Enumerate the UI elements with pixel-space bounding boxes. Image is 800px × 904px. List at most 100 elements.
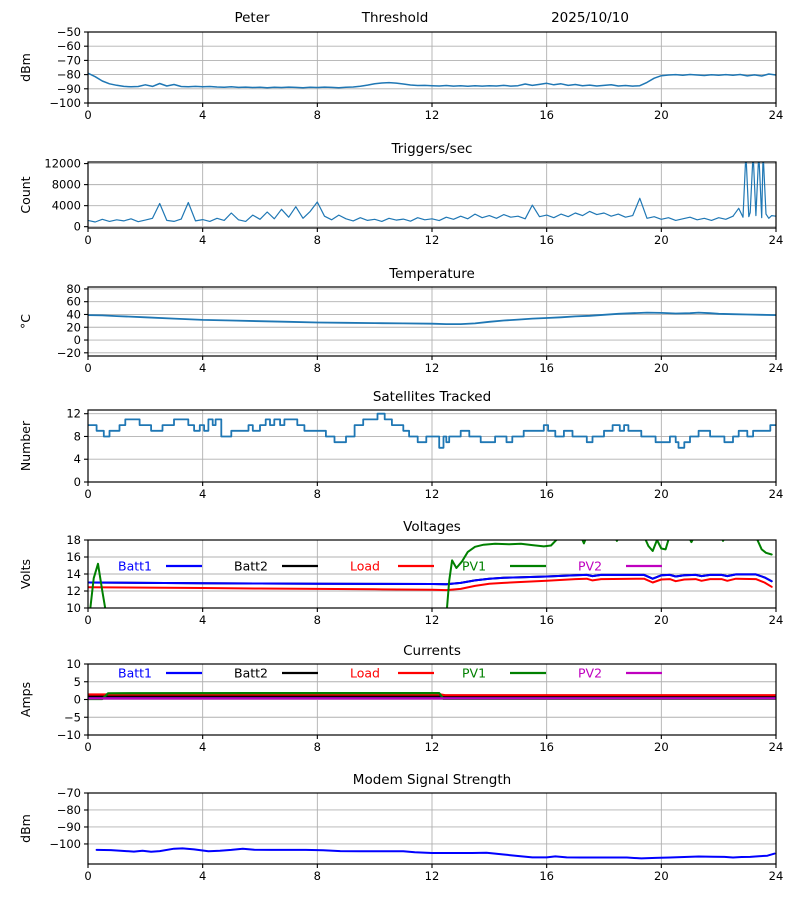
panel-title: Satellites Tracked <box>373 389 491 405</box>
panel-title: Voltages <box>403 519 461 535</box>
x-tick-label: 16 <box>539 108 554 122</box>
x-tick-label: 0 <box>84 487 91 501</box>
x-tick-label: 12 <box>425 740 440 754</box>
legend-label-PV2: PV2 <box>578 666 602 681</box>
x-tick-label: 4 <box>199 740 206 754</box>
panel-title-part: 2025/10/10 <box>551 10 629 26</box>
x-tick-label: 16 <box>539 361 554 375</box>
y-tick-label: 14 <box>66 567 81 581</box>
x-tick-label: 16 <box>539 613 554 627</box>
panel-title: Temperature <box>388 266 475 282</box>
y-axis-label: dBm <box>18 53 33 82</box>
panel-6: 0 4 8 12 16 20 24 −100 −90 −80 −70 dBm Modem Signal … <box>18 772 783 883</box>
y-tick-label: 10 <box>66 657 81 671</box>
x-tick-label: 20 <box>654 740 669 754</box>
panel-0: 0 4 8 12 16 20 24 −100−90−80−70−60−50 dBm Peter Th… <box>18 10 783 122</box>
x-tick-label: 16 <box>539 740 554 754</box>
x-tick-label: 4 <box>199 233 206 247</box>
x-tick-label: 24 <box>769 613 784 627</box>
y-tick-label: −50 <box>57 25 81 39</box>
panel-title: Currents <box>403 643 461 659</box>
y-axis-label: Count <box>18 176 33 213</box>
panel-title-part: Peter <box>234 10 270 26</box>
y-tick-label: −90 <box>57 82 81 96</box>
x-tick-label: 4 <box>199 613 206 627</box>
x-tick-label: 12 <box>425 108 440 122</box>
panel-title: Modem Signal Strength <box>353 772 511 788</box>
y-tick-label: −70 <box>57 786 81 800</box>
y-tick-label: 5 <box>74 675 81 689</box>
y-tick-label: −5 <box>64 710 81 724</box>
y-axis-label: Amps <box>18 682 33 717</box>
x-tick-label: 24 <box>769 487 784 501</box>
y-tick-label: −70 <box>57 53 81 67</box>
x-tick-label: 12 <box>425 361 440 375</box>
x-tick-label: 24 <box>769 361 784 375</box>
x-tick-label: 0 <box>84 740 91 754</box>
y-tick-label: 0 <box>74 475 81 489</box>
y-tick-label: 20 <box>66 320 81 334</box>
series-triggers-tail-line <box>732 162 776 219</box>
x-tick-label: 20 <box>654 233 669 247</box>
x-tick-label: 16 <box>539 233 554 247</box>
series-modem-rssi-line <box>95 847 776 860</box>
x-tick-label: 8 <box>314 361 321 375</box>
y-tick-label: −10 <box>57 728 81 742</box>
panel-title: Triggers/sec <box>391 141 473 157</box>
y-axis-label: Number <box>18 420 33 471</box>
y-tick-label: −90 <box>57 820 81 834</box>
y-tick-label: 8000 <box>52 178 81 192</box>
y-tick-label: 4 <box>74 452 81 466</box>
legend-label-Load: Load <box>350 666 380 681</box>
panel-4: 0 4 8 12 16 20 24 10 12 14 16 18 Volts Voltages Batt1 B… <box>18 519 784 627</box>
x-tick-label: 0 <box>84 869 91 883</box>
y-tick-label: −100 <box>49 837 81 851</box>
series-Load-line <box>88 577 773 592</box>
x-tick-label: 12 <box>425 233 440 247</box>
y-tick-label: 0 <box>74 333 81 347</box>
series-satellites-line <box>88 412 776 449</box>
x-tick-label: 0 <box>84 361 91 375</box>
x-tick-label: 4 <box>199 361 206 375</box>
legend-label-Batt2: Batt2 <box>234 666 268 681</box>
x-tick-label: 20 <box>654 613 669 627</box>
series-Batt1-line <box>88 573 773 586</box>
y-tick-label: 80 <box>66 282 81 296</box>
x-tick-label: 20 <box>654 487 669 501</box>
y-tick-label: 18 <box>66 533 81 547</box>
y-tick-label: 16 <box>66 550 81 564</box>
panel-title-part: Threshold <box>361 10 429 26</box>
legend-label-Batt1: Batt1 <box>118 559 152 574</box>
y-tick-label: −20 <box>57 346 81 360</box>
y-tick-label: 12000 <box>44 157 81 171</box>
y-tick-label: −80 <box>57 68 81 82</box>
x-tick-label: 4 <box>199 108 206 122</box>
legend-label-Load: Load <box>350 559 380 574</box>
y-tick-label: −60 <box>57 39 81 53</box>
x-tick-label: 20 <box>654 361 669 375</box>
x-tick-label: 24 <box>769 233 784 247</box>
y-axis-label: dBm <box>18 814 33 843</box>
x-tick-label: 8 <box>314 613 321 627</box>
x-tick-label: 12 <box>425 613 440 627</box>
y-tick-label: 40 <box>66 307 81 321</box>
panel-5: 0 4 8 12 16 20 24 −10 −5 0 5 10 Amps Currents Batt1 Bat… <box>18 643 783 754</box>
legend-label-Batt2: Batt2 <box>234 559 268 574</box>
series-triggers-line <box>88 197 734 223</box>
legend-label-Batt1: Batt1 <box>118 666 152 681</box>
y-tick-label: 12 <box>66 584 81 598</box>
x-tick-label: 8 <box>314 740 321 754</box>
y-tick-label: 4000 <box>52 199 81 213</box>
y-tick-label: −100 <box>49 96 81 110</box>
y-tick-label: 60 <box>66 295 81 309</box>
series-rf-level-line <box>88 72 776 89</box>
y-tick-label: 8 <box>74 429 81 443</box>
x-tick-label: 20 <box>654 869 669 883</box>
legend-label-PV1: PV1 <box>462 666 486 681</box>
x-tick-label: 20 <box>654 108 669 122</box>
x-tick-label: 12 <box>425 487 440 501</box>
panel-3: 0 4 8 12 16 20 24 0 4 8 12 Number Satellites Tracked <box>18 389 783 501</box>
x-tick-label: 24 <box>769 869 784 883</box>
x-tick-label: 0 <box>84 108 91 122</box>
